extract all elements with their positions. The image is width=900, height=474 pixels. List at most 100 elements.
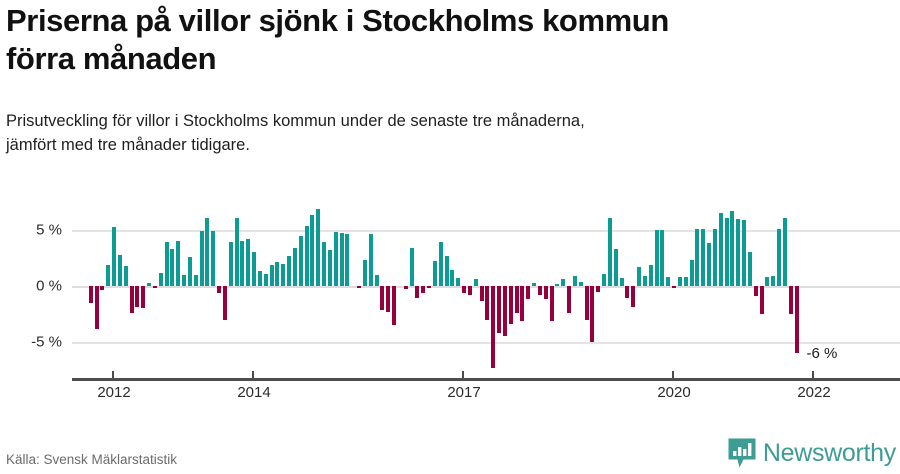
bar — [310, 215, 315, 286]
x-tick-mark — [462, 371, 464, 379]
bar — [164, 242, 169, 286]
bar — [316, 208, 321, 286]
bar — [747, 252, 752, 286]
bar — [578, 281, 583, 286]
bar — [572, 275, 577, 286]
bar — [701, 228, 706, 286]
bar — [222, 286, 227, 320]
bar — [368, 234, 373, 286]
bar — [88, 286, 93, 303]
bar — [637, 266, 641, 286]
bar — [526, 286, 531, 300]
x-tick-label: 2012 — [97, 384, 131, 401]
x-tick-mark — [252, 371, 254, 379]
bar — [257, 271, 262, 286]
bar — [666, 277, 671, 286]
bar — [689, 260, 694, 286]
gridline-5 — [72, 230, 900, 232]
bar — [240, 241, 245, 286]
bar — [380, 286, 385, 310]
bar — [444, 255, 449, 286]
y-tick-label: 5 % — [36, 221, 62, 239]
bar — [602, 273, 606, 286]
bar — [217, 286, 221, 293]
bar — [392, 286, 396, 326]
bar — [345, 234, 350, 286]
bar — [386, 286, 391, 312]
bar — [94, 286, 99, 329]
bar — [438, 242, 443, 286]
bar — [537, 286, 542, 295]
bar — [672, 286, 676, 289]
bar — [362, 260, 367, 286]
bar — [654, 230, 659, 286]
source-note: Källa: Svensk Mäklarstatistik — [6, 452, 178, 467]
bar — [514, 286, 519, 313]
bar — [736, 218, 741, 286]
bar — [502, 286, 507, 337]
bar — [491, 286, 496, 368]
x-tick-label: 2017 — [447, 384, 481, 401]
bar — [246, 238, 251, 286]
bar — [112, 226, 116, 286]
x-tick-mark — [672, 371, 674, 379]
bar — [765, 277, 770, 286]
bar — [281, 263, 286, 286]
bar — [199, 231, 204, 286]
bar — [730, 210, 735, 286]
bar — [567, 286, 571, 313]
bar — [742, 219, 746, 286]
bar — [543, 286, 548, 300]
newsworthy-bubble-bars-icon — [728, 437, 756, 469]
bar — [117, 254, 122, 286]
bar — [287, 255, 291, 286]
newsworthy-logo[interactable]: Newsworthy — [728, 437, 896, 469]
bar — [631, 286, 636, 308]
bar — [462, 286, 466, 293]
bar — [409, 247, 414, 286]
bar — [782, 217, 787, 286]
bar — [322, 242, 326, 286]
bar — [724, 217, 729, 286]
bar — [683, 277, 688, 286]
bar — [211, 231, 216, 286]
bar — [234, 217, 239, 286]
bar — [584, 286, 589, 320]
bar — [707, 243, 711, 286]
bar — [549, 286, 554, 321]
bar — [228, 242, 233, 286]
bar — [106, 264, 111, 286]
bar — [327, 250, 332, 286]
page-title: Priserna på villor sjönk i Stockholms ko… — [6, 3, 669, 76]
gridline--5 — [72, 342, 900, 344]
bar — [152, 286, 157, 288]
bar — [777, 228, 781, 286]
bar — [182, 274, 186, 286]
plot-area: 5 % 0 % -5 % 2012 2014 2017 2020 2022 -6 % — [0, 196, 900, 406]
bar — [427, 286, 431, 288]
bar — [520, 286, 525, 321]
bar — [561, 279, 566, 286]
bar — [794, 286, 799, 354]
bar — [252, 252, 256, 286]
bar-series — [0, 196, 900, 406]
bar — [619, 278, 624, 286]
bar — [485, 286, 490, 320]
bar — [508, 286, 513, 325]
bar — [759, 286, 764, 314]
bar — [450, 270, 455, 286]
bar — [357, 286, 361, 288]
bar — [187, 256, 192, 286]
bar — [100, 286, 105, 291]
bar — [607, 217, 612, 286]
bar — [176, 241, 181, 286]
bar — [193, 274, 198, 286]
bar — [771, 275, 776, 286]
bar — [613, 249, 618, 286]
bar — [590, 286, 595, 342]
bar — [555, 283, 560, 286]
bar — [129, 286, 134, 313]
bar — [432, 261, 437, 286]
bar — [660, 230, 665, 286]
last-value-label: -6 % — [806, 345, 838, 363]
